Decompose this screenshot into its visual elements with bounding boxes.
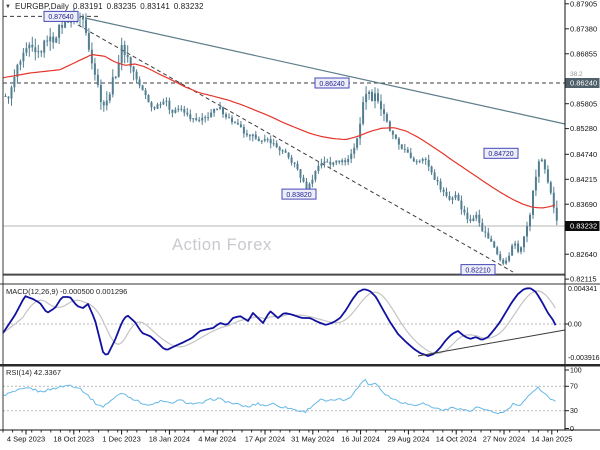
- macd-tick-label: -0.003916: [568, 355, 600, 362]
- date-tick-label: 16 Jul 2024: [341, 435, 380, 444]
- rsi-tick-label: 100: [570, 367, 582, 374]
- quote-open: 0.83191: [73, 2, 103, 11]
- down-trendline: [84, 17, 566, 125]
- symbol-label: EURGBP,Daily: [15, 2, 70, 11]
- price-tick-label: 0.87905: [570, 0, 597, 8]
- fib-382-label: 38.2: [570, 71, 583, 78]
- macd-tick-label: 0.00: [568, 321, 582, 328]
- price-tick-label: 0.86855: [570, 49, 597, 58]
- symbol-title-bar: ▼ EURGBP,Daily 0.83191 0.83235 0.83141 0…: [5, 2, 204, 11]
- watermark: Action Forex: [172, 236, 272, 254]
- date-tick-label: 4 Sep 2023: [7, 435, 45, 444]
- price-tick-label: 0.84215: [570, 175, 597, 184]
- level-box: [460, 264, 496, 276]
- quote-close: 0.83232: [173, 2, 204, 11]
- time-axis[interactable]: 4 Sep 2023 18 Oct 2023 1 Dec 2023 18 Jan 20…: [2, 430, 572, 444]
- candlestick-series[interactable]: [4, 7, 558, 266]
- rsi-tick-label: 0: [570, 426, 574, 433]
- rsi-tick-label: 70: [570, 384, 578, 391]
- price-tick-label: 0.85805: [570, 99, 597, 108]
- level-box-label: 0.82210: [465, 267, 490, 274]
- macd-line: [2, 287, 557, 357]
- quote-down-triangle-icon: ▼: [5, 3, 12, 10]
- rsi-tick-label: 30: [570, 408, 578, 415]
- steep-dashed-trendline: [77, 24, 514, 273]
- macd-tick-label: 0.004341: [568, 286, 597, 293]
- axis-price-box: [565, 221, 600, 231]
- price-tick-label: 0.85280: [570, 124, 597, 133]
- macd-trendline[interactable]: [417, 329, 566, 357]
- date-tick-label: 27 Nov 2024: [483, 435, 526, 444]
- date-tick-label: 4 Mar 2024: [198, 435, 236, 444]
- rsi-line: [2, 378, 556, 415]
- level-box: [281, 188, 317, 200]
- level-box-label: 0.84720: [488, 151, 513, 158]
- level-box-label: 0.87640: [48, 14, 73, 21]
- rsi-axis[interactable]: 100 70 30 0: [565, 367, 582, 433]
- price-axis[interactable]: 0.87905 0.87380 0.86855 0.85805 0.85280 0.847…: [565, 0, 600, 284]
- date-tick-label: 18 Oct 2023: [53, 435, 94, 444]
- macd-indicator-label: MACD(12,26,9) -0.000500 0.001296: [6, 287, 128, 296]
- price-tick-label: 0.82640: [570, 250, 597, 259]
- level-box: [43, 10, 79, 22]
- level-box-label: 0.86240: [319, 81, 344, 88]
- price-tick-label: 0.83690: [570, 200, 597, 209]
- level-box: [314, 77, 350, 89]
- date-tick-label: 1 Dec 2023: [102, 435, 140, 444]
- axis-price-box-label: 0.83232: [570, 222, 597, 231]
- level-box: [483, 147, 519, 159]
- date-tick-label: 14 Oct 2024: [436, 435, 477, 444]
- axis-price-box: [565, 78, 600, 88]
- date-tick-label: 29 Aug 2024: [387, 435, 429, 444]
- level-box-label: 0.83820: [286, 192, 311, 199]
- price-level-lines[interactable]: [3, 15, 566, 276]
- date-tick-label: 17 Apr 2024: [245, 435, 285, 444]
- rsi-indicator-label: RSI(14) 42.3367: [6, 368, 62, 377]
- date-tick-label: 18 Jan 2024: [149, 435, 190, 444]
- axis-price-box-label: 0.86240: [570, 79, 597, 88]
- price-tick-label: 0.82115: [570, 275, 597, 284]
- macd-signal-line: [2, 290, 557, 355]
- price-tick-label: 0.87380: [570, 24, 597, 33]
- quote-high: 0.83235: [106, 2, 137, 11]
- date-tick-label: 14 Jan 2025: [531, 435, 572, 444]
- quote-low: 0.83141: [140, 2, 170, 11]
- price-tick-label: 0.84740: [570, 150, 597, 159]
- price-level-labels[interactable]: 0.87640 0.86240 0.83820 0.84720 0.82210: [43, 10, 519, 276]
- panel-borders: [0, 0, 600, 431]
- moving-average-line: [2, 53, 556, 209]
- date-tick-label: 31 May 2024: [291, 435, 334, 444]
- macd-axis[interactable]: 0.004341 0.00 -0.003916: [565, 286, 600, 362]
